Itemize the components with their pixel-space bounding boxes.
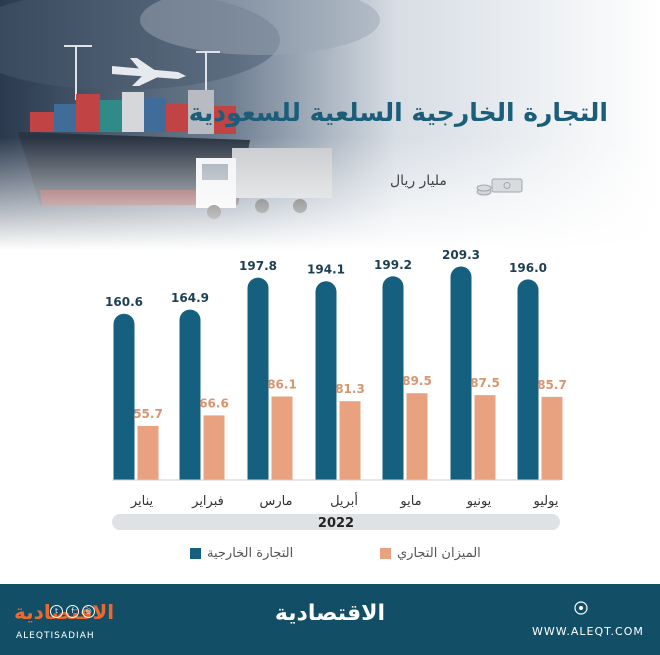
bar-balance-3	[339, 401, 361, 480]
data-label-trade-1: 164.9	[171, 291, 209, 305]
bar-trade-4	[382, 286, 404, 480]
bar-cap-trade-5	[450, 266, 472, 288]
legend-label-balance: الميزان التجاري	[397, 546, 481, 561]
x-tick-label-5: يونيو	[466, 494, 492, 509]
x-tick-label-3: أبريل	[330, 492, 358, 509]
data-label-balance-2: 86.1	[267, 377, 297, 391]
bar-trade-6	[517, 289, 539, 480]
bar-balance-5	[474, 395, 496, 480]
bar-trade-2	[247, 288, 269, 480]
data-label-balance-3: 81.3	[335, 382, 365, 396]
x-tick-label-0: يناير	[130, 494, 154, 509]
globe-icon	[574, 600, 588, 619]
brand-logo-small: الاقتصادية	[14, 600, 115, 624]
legend-swatch-balance	[380, 548, 391, 559]
bar-chart: 160.6 164.9 197.8 194.1 199.2 209.3 196.0 55.7 6…	[105, 248, 567, 531]
social-handle: ALEQTISADIAH	[16, 631, 95, 641]
bar-cap-trade-3	[315, 281, 337, 303]
legend-item-trade: التجارة الخارجية	[190, 546, 293, 561]
bar-trade-1	[179, 320, 201, 480]
x-tick-label-4: مايو	[399, 494, 421, 509]
x-tick-label-2: مارس	[259, 494, 292, 509]
header-illustration	[0, 0, 660, 250]
year-label: 2022	[318, 516, 354, 531]
data-label-balance-4: 89.5	[402, 374, 432, 388]
instagram-icon[interactable]: ◎	[82, 605, 95, 618]
legend-item-balance: الميزان التجاري	[380, 546, 481, 561]
bar-balance-0	[137, 425, 159, 480]
data-label-trade-5: 209.3	[442, 248, 480, 262]
x-tick-label-1: فبراير	[191, 494, 224, 509]
unit-label: مليار ريال	[390, 173, 447, 189]
x-tick-label-6: يوليو	[533, 494, 559, 509]
legend-label-trade: التجارة الخارجية	[207, 546, 294, 561]
data-label-balance-1: 66.6	[199, 396, 229, 410]
bar-cap-trade-1	[179, 309, 201, 331]
twitter-icon[interactable]: t	[50, 605, 63, 618]
data-label-balance-0: 55.7	[133, 407, 163, 421]
data-label-balance-5: 87.5	[470, 376, 500, 390]
facebook-icon[interactable]: f	[66, 605, 79, 618]
money-icon	[476, 176, 526, 202]
website-url[interactable]: WWW.ALEQT.COM	[532, 625, 644, 638]
bar-cap-trade-2	[247, 277, 269, 299]
social-icons: t f ◎	[50, 605, 95, 618]
data-label-trade-6: 196.0	[509, 261, 547, 275]
chart-title: التجارة الخارجية السلعية للسعودية	[188, 98, 608, 127]
bar-balance-1	[203, 415, 225, 480]
data-label-trade-4: 199.2	[374, 258, 412, 272]
data-label-trade-3: 194.1	[307, 263, 345, 277]
bar-balance-6	[541, 396, 563, 480]
bar-trade-0	[113, 324, 135, 480]
bar-trade-5	[450, 277, 472, 480]
bar-cap-trade-0	[113, 313, 135, 335]
bar-balance-4	[406, 393, 428, 480]
year-band	[112, 514, 560, 530]
data-label-trade-2: 197.8	[239, 259, 277, 273]
bar-cap-trade-6	[517, 279, 539, 301]
brand-logo: الاقتصادية	[274, 601, 386, 626]
bar-trade-3	[315, 291, 337, 480]
legend: التجارة الخارجية الميزان التجاري	[0, 538, 660, 568]
footer: الاقتصادية t f ◎ ALEQTISADIAH الاقتصادية…	[0, 584, 660, 655]
data-label-balance-6: 85.7	[537, 378, 567, 392]
legend-swatch-trade	[190, 548, 201, 559]
bar-balance-2	[271, 396, 293, 480]
bar-cap-trade-4	[382, 276, 404, 298]
data-label-trade-0: 160.6	[105, 295, 143, 309]
